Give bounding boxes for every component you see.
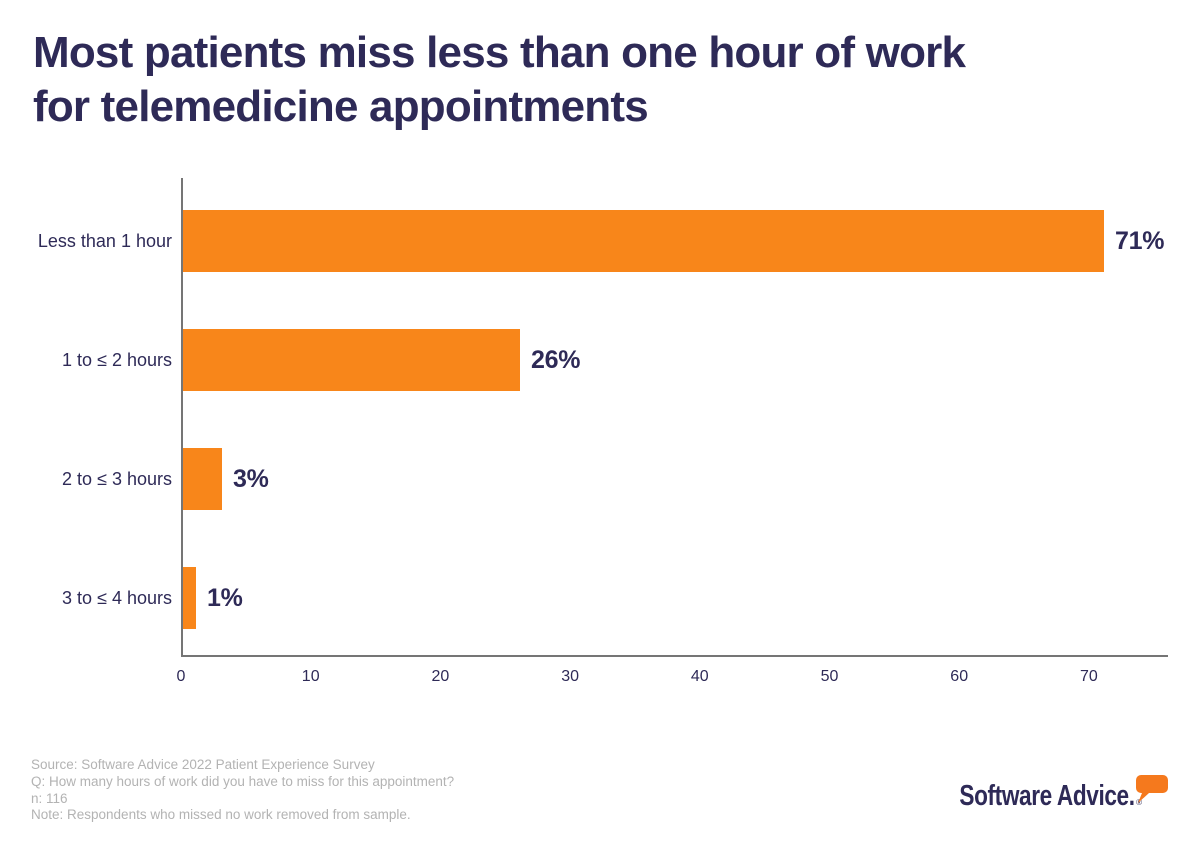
x-tick-label-60: 60 bbox=[950, 668, 969, 685]
speech-bubble-icon bbox=[1136, 775, 1168, 803]
bar-0 bbox=[183, 210, 1104, 272]
bar-value-label-2: 3% bbox=[233, 464, 269, 493]
category-label-2: 2 to ≤ 3 hours bbox=[62, 468, 172, 489]
footer-line-2: n: 116 bbox=[31, 790, 68, 806]
category-label-3: 3 to ≤ 4 hours bbox=[62, 587, 172, 608]
x-tick-label-50: 50 bbox=[820, 668, 839, 685]
footer-line-1: Q: How many hours of work did you have t… bbox=[31, 773, 455, 789]
plot-area: 71% 26% 3% 1% bbox=[181, 178, 1168, 657]
x-tick-label-0: 0 bbox=[176, 668, 186, 685]
software-advice-logo: Software Advice. ® bbox=[938, 772, 1178, 817]
chart-title-line-2: for telemedicine appointments bbox=[33, 82, 649, 131]
category-label-1: 1 to ≤ 2 hours bbox=[62, 349, 172, 370]
bar-3 bbox=[183, 567, 196, 629]
footer-notes: Source: Software Advice 2022 Patient Exp… bbox=[31, 757, 454, 824]
bar-value-label-0: 71% bbox=[1115, 226, 1165, 255]
bar-value-label-3: 1% bbox=[207, 583, 243, 612]
logo-wordmark: Software Advice. bbox=[959, 780, 1136, 812]
chart-title: Most patients miss less than one hour of… bbox=[33, 26, 1153, 134]
x-tick-label-40: 40 bbox=[690, 668, 709, 685]
category-label-0: Less than 1 hour bbox=[37, 230, 172, 251]
x-tick-label-20: 20 bbox=[431, 668, 450, 685]
registered-trademark-symbol: ® bbox=[1136, 798, 1142, 807]
x-tick-label-30: 30 bbox=[561, 668, 579, 685]
x-tick-label-10: 10 bbox=[301, 668, 320, 685]
chart-title-line-1: Most patients miss less than one hour of… bbox=[33, 28, 966, 77]
x-tick-label-70: 70 bbox=[1079, 668, 1098, 685]
footer-line-0: Source: Software Advice 2022 Patient Exp… bbox=[31, 757, 375, 772]
bar-1 bbox=[183, 329, 520, 391]
bar-value-label-1: 26% bbox=[531, 345, 581, 374]
bar-2 bbox=[183, 448, 222, 510]
footer-line-3: Note: Respondents who missed no work rem… bbox=[31, 807, 411, 823]
